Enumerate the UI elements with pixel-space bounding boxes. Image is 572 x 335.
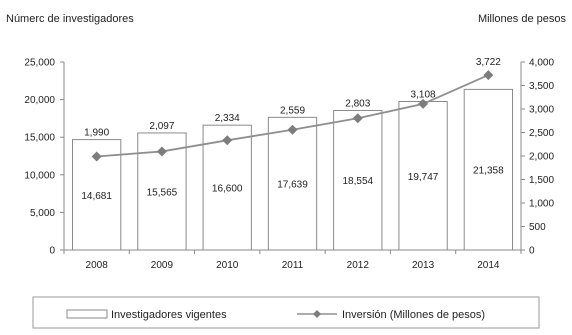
line-value-label: 1,990 <box>84 128 109 139</box>
left-axis-title: Númerc de investigadores <box>6 13 134 25</box>
bar <box>398 101 448 251</box>
line-value-label: 2,803 <box>345 98 370 109</box>
left-tick-label: 5,000 <box>30 208 55 219</box>
line-marker <box>91 151 102 162</box>
right-axis-title: Millones de pesos <box>478 13 567 25</box>
bar <box>267 116 318 251</box>
bar-value-label: 17,639 <box>277 180 308 191</box>
legend: Investigadores vigentes Inversión (Millo… <box>32 296 540 329</box>
left-tick-label: 15,000 <box>24 133 55 144</box>
bar-value-label: 16,600 <box>212 184 243 195</box>
x-tick-label: 2010 <box>216 260 239 271</box>
line-marker <box>156 146 167 157</box>
right-tick-label: 1,500 <box>529 175 554 186</box>
left-tick-label: 25,000 <box>24 58 55 69</box>
legend-bar-label: Investigadores vigentes <box>111 309 227 321</box>
line-value-label: 2,334 <box>215 113 240 124</box>
legend-line-marker <box>313 310 321 318</box>
line-marker <box>418 98 429 109</box>
line-marker <box>483 70 494 81</box>
line-marker <box>287 124 298 135</box>
right-tick-label: 2,500 <box>529 128 554 139</box>
line-value-label: 3,722 <box>476 57 501 68</box>
right-tick-label: 0 <box>529 246 535 257</box>
bar-value-label: 21,358 <box>473 166 504 177</box>
line-series: 1,990 2,097 2,334 2,559 2,803 3,108 3,722 <box>84 57 501 162</box>
left-tick-label: 20,000 <box>24 95 55 106</box>
right-tick-label: 3,500 <box>529 81 554 92</box>
line-value-label: 2,097 <box>149 121 174 132</box>
left-tick-label: 10,000 <box>24 170 55 181</box>
right-tick-label: 1,000 <box>529 199 554 210</box>
left-tick-label: 0 <box>49 246 55 257</box>
right-tick-label: 4,000 <box>529 58 554 69</box>
bar-value-label: 14,681 <box>81 191 112 202</box>
x-tick-label: 2012 <box>347 260 370 271</box>
right-tick-label: 500 <box>529 222 546 233</box>
x-tick-label: 2011 <box>282 260 304 271</box>
bar-value-label: 19,747 <box>408 172 439 183</box>
line-value-label: 3,108 <box>411 90 436 101</box>
bar <box>463 88 514 251</box>
line-marker <box>222 135 233 146</box>
x-tick-label: 2014 <box>477 260 500 271</box>
legend-bar-swatch <box>66 309 108 319</box>
x-tick-label: 2009 <box>151 260 174 271</box>
x-tick-label: 2013 <box>412 260 435 271</box>
legend-frame <box>32 296 540 329</box>
bar-value-label: 18,554 <box>342 176 373 187</box>
right-tick-label: 2,000 <box>529 152 554 163</box>
line-value-label: 2,559 <box>280 105 305 116</box>
legend-line-label: Inversión (Millones de pesos) <box>342 309 485 321</box>
bar-value-label: 15,565 <box>147 187 178 198</box>
line-marker <box>352 113 363 124</box>
right-tick-label: 3,000 <box>529 105 554 116</box>
x-tick-label: 2008 <box>86 260 109 271</box>
axes: 0 5,000 10,000 15,000 20,000 25,000 0 500 1,000 1… <box>24 58 554 272</box>
